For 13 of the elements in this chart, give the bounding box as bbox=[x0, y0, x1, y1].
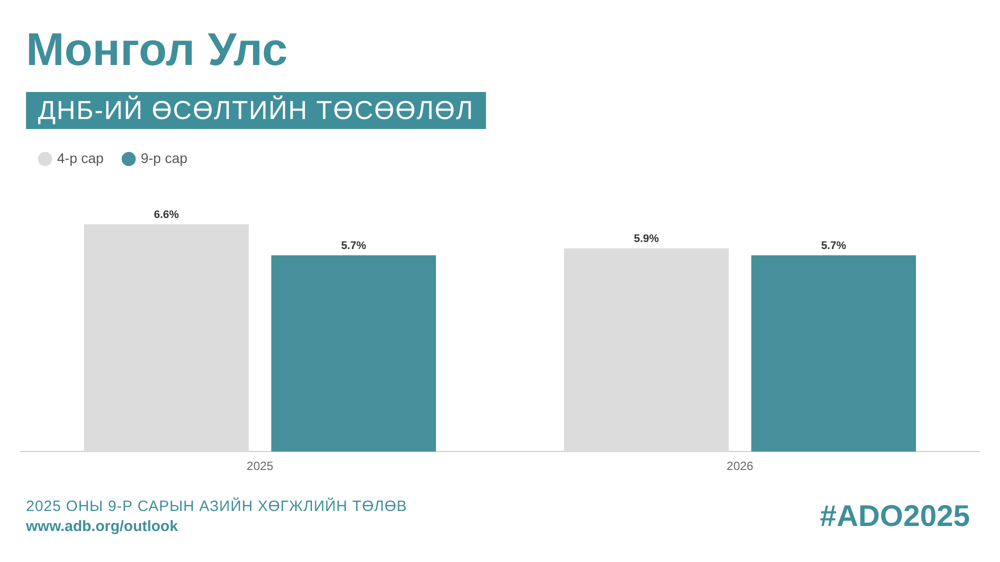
legend-label: 9-р сар bbox=[140, 150, 188, 166]
x-tick-label: 2025 bbox=[246, 459, 274, 474]
data-label: 5.7% bbox=[341, 240, 366, 252]
chart-subtitle: ДНБ-ИЙ ӨСӨЛТИЙН ТӨСӨӨЛӨЛ bbox=[26, 92, 486, 129]
data-label: 6.6% bbox=[154, 208, 180, 221]
data-label: 5.7% bbox=[821, 240, 846, 252]
text: www.adb.org/outlook bbox=[26, 518, 178, 535]
legend-label: 4-р сар bbox=[57, 150, 104, 166]
chart-title: Монгол Улс bbox=[26, 22, 288, 76]
data-label: 5.9% bbox=[634, 232, 660, 245]
text: 2025 ОНЫ 9-Р САРЫН АЗИЙН ХӨГЖЛИЙН ТӨЛӨВ bbox=[26, 498, 408, 515]
x-tick-label: 2026 bbox=[726, 459, 754, 474]
text: #ADO2025 bbox=[820, 500, 970, 534]
